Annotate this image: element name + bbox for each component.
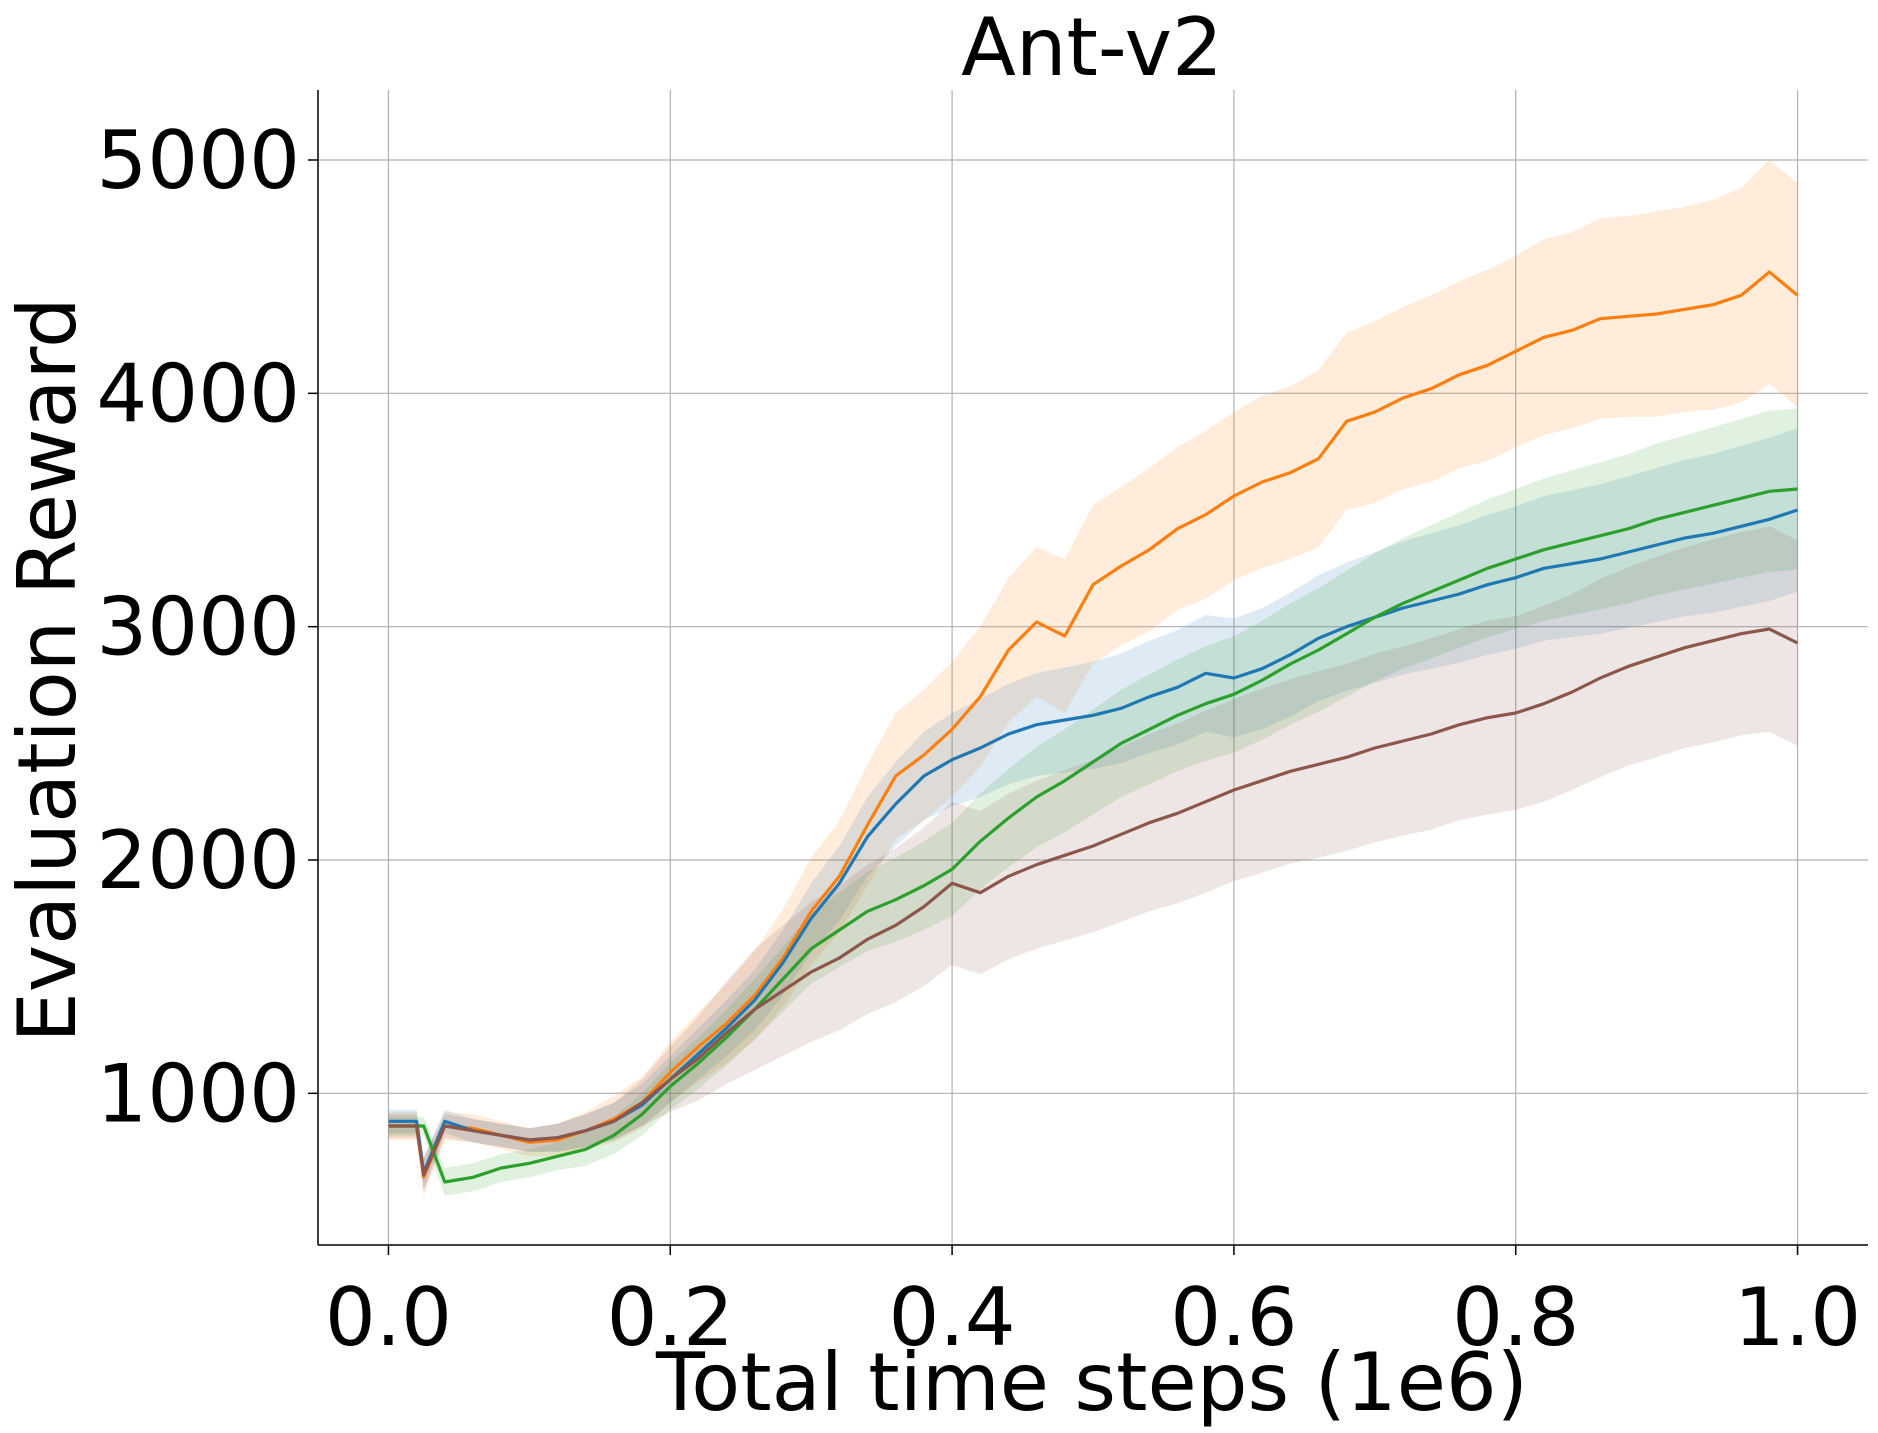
axes: 0.0 0.2 0.4 0.6 0.8 1.0 1000 2000 3000 4000 5000 (96, 90, 1868, 1364)
x-tick-label: 0.0 (325, 1271, 452, 1364)
y-tick-label: 4000 (96, 347, 300, 440)
confidence-bands (388, 160, 1798, 1196)
x-tick-label: 0.4 (888, 1271, 1015, 1364)
series-line-green (388, 487, 1798, 1184)
x-tick-label: 0.2 (607, 1271, 734, 1364)
y-tick-label: 5000 (96, 114, 300, 207)
grid-lines (318, 90, 1868, 1245)
series-lines (388, 270, 1799, 1184)
y-tick-label: 3000 (96, 581, 300, 674)
y-tick-label: 2000 (96, 814, 300, 907)
band-blue (388, 428, 1798, 1189)
x-axis-label: Total time steps (1e6) (655, 1336, 1528, 1429)
x-tick-label: 0.6 (1170, 1271, 1297, 1364)
band-green (388, 408, 1798, 1196)
y-tick-label: 1000 (96, 1047, 300, 1140)
chart-title: Ant-v2 (961, 1, 1223, 94)
y-axis-label: Evaluation Reward (1, 297, 94, 1042)
x-tick-label: 1.0 (1734, 1271, 1861, 1364)
x-tick-label: 0.8 (1452, 1271, 1579, 1364)
series-line-brown (388, 627, 1799, 1177)
band-orange (388, 160, 1798, 1196)
